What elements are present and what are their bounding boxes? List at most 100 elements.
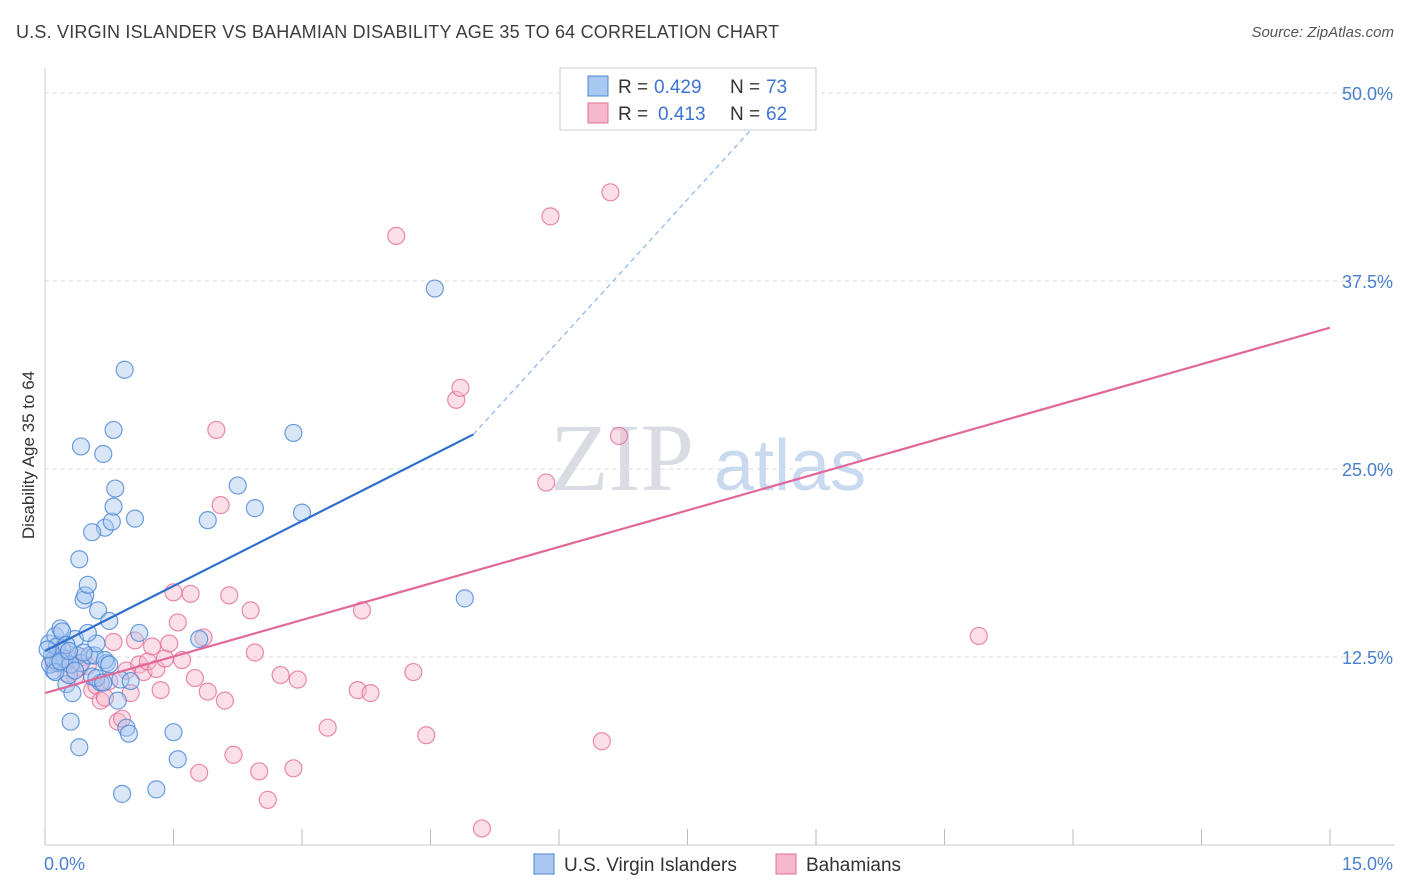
virgin-islander-trend-extension bbox=[472, 95, 783, 435]
bahamian-point-60 bbox=[601, 183, 620, 202]
bahamian-point-27 bbox=[160, 634, 179, 653]
bahamian-point-39 bbox=[220, 586, 239, 605]
virgin-islander-trend-line bbox=[44, 433, 474, 652]
bottom-legend-swatch-pink bbox=[775, 853, 797, 875]
virgin-islander-point-34 bbox=[112, 784, 132, 803]
virgin-islander-point-67 bbox=[46, 662, 65, 682]
virgin-islander-point-44 bbox=[190, 629, 209, 649]
virgin-islander-point-42 bbox=[164, 723, 183, 742]
legend-n-label-pink: N = bbox=[730, 104, 760, 125]
legend-swatch-pink bbox=[587, 102, 609, 124]
virgin-islander-point-32 bbox=[108, 691, 127, 710]
virgin-islander-point-65 bbox=[104, 497, 123, 516]
bahamian-point-41 bbox=[241, 601, 260, 620]
source-label: Source: ZipAtlas.com bbox=[1251, 24, 1394, 41]
axes bbox=[44, 68, 1395, 846]
bahamian-point-51 bbox=[361, 684, 380, 703]
bahamian-trend-line bbox=[44, 326, 1331, 695]
virgin-islander-point-39 bbox=[125, 509, 145, 528]
virgin-islander-point-35 bbox=[115, 360, 134, 379]
bahamian-point-54 bbox=[447, 390, 466, 409]
y-axis-label: Disability Age 35 to 64 bbox=[19, 371, 38, 539]
trend-lines bbox=[44, 95, 1331, 695]
virgin-islander-points bbox=[38, 279, 474, 803]
bahamian-outlier-0 bbox=[387, 226, 406, 246]
virgin-islander-point-47 bbox=[245, 499, 264, 518]
bahamian-point-59 bbox=[592, 732, 611, 751]
bahamian-point-61 bbox=[609, 426, 629, 446]
virgin-islander-point-40 bbox=[130, 623, 149, 643]
x-tick-label-0: 0.0% bbox=[44, 854, 85, 874]
bahamian-point-48 bbox=[318, 718, 337, 737]
bahamian-point-33 bbox=[190, 763, 209, 782]
virgin-islander-point-50 bbox=[425, 279, 444, 298]
watermark-zip: ZIP bbox=[550, 404, 694, 511]
virgin-islander-point-14 bbox=[70, 738, 89, 757]
virgin-islander-point-5 bbox=[51, 619, 70, 638]
bottom-legend-swatch-blue bbox=[533, 853, 555, 875]
legend-n-label-blue: N = bbox=[730, 77, 760, 98]
legend-n-value-pink: 62 bbox=[766, 104, 787, 125]
virgin-islander-point-31 bbox=[106, 479, 125, 498]
legend-r-value-blue: 0.429 bbox=[654, 77, 702, 98]
bahamian-point-35 bbox=[198, 682, 217, 701]
virgin-islander-point-37 bbox=[119, 724, 139, 743]
bahamian-point-23 bbox=[142, 637, 162, 656]
bahamian-point-47 bbox=[288, 670, 307, 689]
y-tick-label-1: 25.0% bbox=[1342, 460, 1393, 480]
virgin-islander-point-30 bbox=[104, 420, 123, 440]
virgin-islander-point-18 bbox=[78, 575, 97, 594]
bahamian-point-55 bbox=[451, 378, 470, 397]
virgin-islander-point-51 bbox=[455, 589, 474, 608]
virgin-islander-point-41 bbox=[147, 780, 166, 799]
bahamian-point-40 bbox=[224, 745, 243, 764]
y-tick-label-0: 12.5% bbox=[1342, 648, 1393, 668]
bahamian-point-42 bbox=[245, 643, 264, 662]
watermark: ZIP atlas bbox=[550, 404, 866, 511]
x-tick-label-1: 15.0% bbox=[1342, 854, 1393, 874]
virgin-islander-point-58 bbox=[65, 661, 85, 680]
bahamian-point-29 bbox=[168, 613, 187, 632]
bahamian-point-25 bbox=[151, 680, 170, 700]
bahamian-point-31 bbox=[181, 584, 200, 603]
virgin-islander-point-55 bbox=[53, 622, 72, 641]
virgin-islander-point-59 bbox=[70, 550, 89, 569]
chart-title: U.S. VIRGIN ISLANDER VS BAHAMIAN DISABIL… bbox=[16, 22, 780, 42]
virgin-islander-point-69 bbox=[59, 641, 79, 661]
bahamian-point-37 bbox=[211, 496, 230, 515]
virgin-islander-point-25 bbox=[94, 444, 113, 464]
bottom-legend-label-pink: Bahamians bbox=[806, 855, 901, 876]
bahamian-point-38 bbox=[215, 691, 234, 710]
virgin-islander-point-46 bbox=[228, 476, 247, 495]
bahamian-point-32 bbox=[185, 668, 205, 688]
virgin-islander-point-60 bbox=[74, 643, 93, 662]
virgin-islander-point-23 bbox=[89, 601, 108, 620]
y-tick-label-3: 50.0% bbox=[1342, 84, 1393, 104]
legend-box: R = 0.429 N = 73 R = 0.413 N = 62 bbox=[559, 67, 817, 131]
virgin-islander-point-72 bbox=[100, 655, 119, 674]
bahamian-point-46 bbox=[284, 759, 303, 778]
tick-labels: 12.5% 25.0% 37.5% 50.0% 0.0% 15.0% bbox=[44, 84, 1393, 874]
bahamian-point-52 bbox=[404, 662, 423, 682]
legend-r-label-pink: R = bbox=[618, 104, 648, 125]
virgin-islander-point-43 bbox=[168, 750, 187, 769]
virgin-islander-point-29 bbox=[102, 512, 121, 531]
bahamian-point-16 bbox=[112, 709, 132, 728]
bottom-legend: U.S. Virgin Islanders Bahamians bbox=[533, 853, 901, 876]
legend-swatch-blue bbox=[587, 75, 609, 97]
virgin-islander-point-45 bbox=[198, 511, 217, 530]
virgin-islander-point-61 bbox=[83, 523, 102, 542]
bottom-legend-label-blue: U.S. Virgin Islanders bbox=[564, 855, 737, 876]
legend-n-value-blue: 73 bbox=[766, 77, 787, 98]
virgin-islander-point-70 bbox=[71, 437, 91, 456]
legend-r-value-pink: 0.413 bbox=[658, 104, 706, 125]
virgin-islander-point-48 bbox=[284, 423, 303, 443]
y-tick-label-2: 37.5% bbox=[1342, 272, 1393, 292]
virgin-islander-point-10 bbox=[61, 712, 80, 731]
bahamian-point-56 bbox=[472, 819, 491, 838]
bahamian-point-14 bbox=[104, 632, 123, 652]
bahamian-point-44 bbox=[258, 790, 277, 809]
bahamian-outlier-1 bbox=[969, 626, 988, 646]
bahamian-point-36 bbox=[207, 420, 226, 440]
